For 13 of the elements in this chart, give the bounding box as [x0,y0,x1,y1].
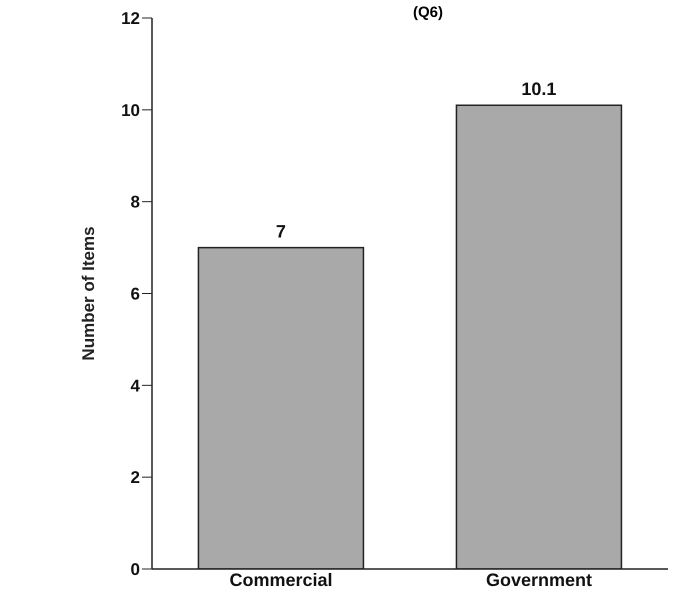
y-tick-label: 4 [130,376,141,396]
y-tick-label: 8 [130,192,140,212]
y-tick-label: 10 [121,100,140,120]
x-tick-label: Commercial [229,570,333,590]
y-tick-label: 2 [130,468,140,488]
y-axis-title: Number of Items [79,226,98,361]
data-label: 7 [276,222,286,242]
data-label: 10.1 [521,79,556,100]
chart-title: (Q6) [412,4,444,21]
y-tick-label: 0 [130,560,140,580]
y-tick-label: 6 [130,284,140,304]
y-tick-label: 12 [121,9,140,28]
x-tick-label: Government [486,570,592,590]
